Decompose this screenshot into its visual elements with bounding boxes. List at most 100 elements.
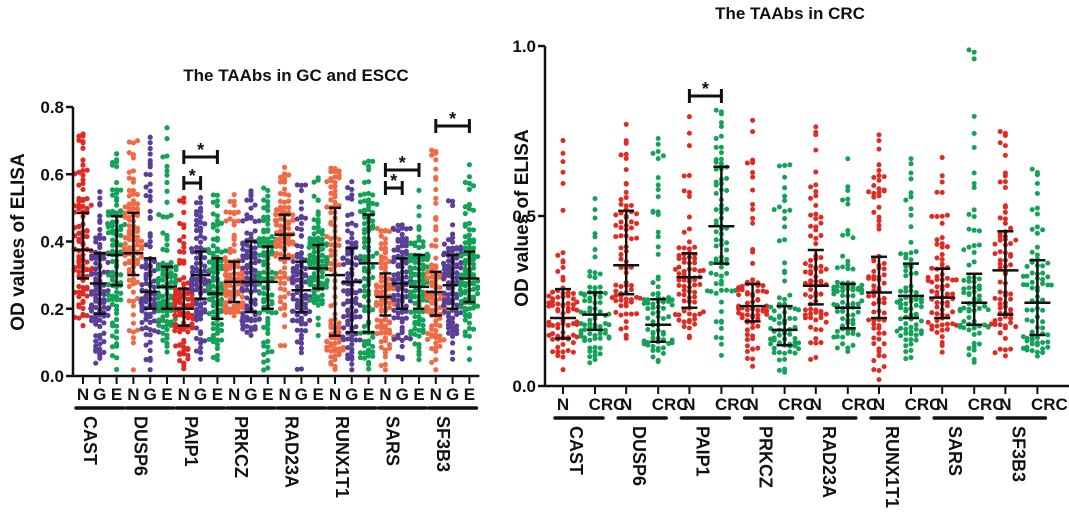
data-point — [147, 215, 153, 222]
data-point — [164, 188, 170, 194]
data-point — [80, 203, 86, 210]
data-point — [143, 325, 149, 331]
data-point — [134, 234, 141, 240]
data-point — [164, 232, 170, 239]
data-point — [850, 287, 856, 293]
data-point — [139, 244, 145, 250]
data-point — [776, 367, 782, 373]
data-point — [214, 203, 220, 209]
data-point — [323, 254, 329, 261]
data-point — [273, 222, 279, 228]
data-point — [768, 326, 774, 332]
data-point — [160, 270, 166, 277]
data-point — [560, 169, 566, 175]
data-point — [578, 321, 584, 327]
data-point — [997, 261, 1003, 267]
data-point — [420, 317, 426, 323]
data-point — [433, 200, 439, 206]
data-point — [845, 286, 851, 292]
data-point — [570, 349, 576, 355]
data-point — [130, 289, 136, 295]
data-point — [618, 297, 624, 303]
data-point — [939, 307, 945, 313]
data-point — [420, 243, 426, 249]
data-point — [555, 344, 561, 350]
data-point — [1002, 290, 1008, 296]
category-label: DUSP6 — [130, 416, 150, 476]
data-point — [555, 353, 561, 359]
data-point — [776, 295, 782, 301]
data-point — [655, 309, 661, 315]
data-point — [782, 350, 788, 356]
data-point — [939, 271, 945, 277]
y-tick-label: 0.4 — [40, 233, 64, 252]
significance-label: * — [449, 109, 456, 129]
data-point — [623, 300, 629, 306]
data-point — [961, 286, 967, 292]
data-point — [319, 292, 325, 298]
data-point — [160, 154, 166, 160]
data-point — [871, 274, 877, 280]
data-point — [173, 290, 179, 296]
data-point — [160, 314, 166, 320]
data-point — [718, 223, 724, 229]
data-point — [750, 299, 756, 305]
data-point — [370, 343, 376, 350]
data-point — [692, 277, 698, 283]
data-point — [109, 228, 116, 234]
data-point — [782, 366, 788, 372]
data-point — [361, 179, 368, 186]
data-point — [840, 326, 846, 332]
data-point — [560, 367, 566, 373]
x-subgroup-label: N — [329, 385, 341, 404]
data-point — [655, 290, 661, 296]
data-point — [261, 359, 267, 365]
data-point — [349, 235, 355, 241]
data-point — [744, 279, 750, 285]
data-point — [560, 207, 566, 213]
data-point — [235, 271, 241, 277]
data-point — [470, 227, 477, 233]
data-point — [109, 192, 116, 198]
data-point — [273, 243, 279, 249]
data-point — [168, 279, 174, 285]
data-point — [876, 222, 882, 228]
data-point — [93, 343, 99, 349]
data-point — [845, 330, 851, 336]
x-subgroup-label: N — [873, 395, 885, 414]
data-point — [718, 181, 724, 187]
data-point — [164, 125, 170, 131]
data-point — [898, 297, 904, 303]
data-point — [458, 265, 464, 271]
data-point — [214, 330, 220, 336]
data-point — [813, 182, 819, 188]
data-point — [713, 166, 719, 172]
data-point — [210, 326, 216, 332]
data-point — [676, 245, 682, 251]
data-point — [1040, 297, 1046, 303]
data-point — [1008, 291, 1014, 297]
data-point — [214, 198, 220, 204]
data-point — [881, 295, 887, 301]
data-point — [290, 292, 296, 298]
data-point — [277, 198, 284, 204]
data-point — [834, 334, 840, 340]
data-point — [934, 318, 940, 324]
data-point — [294, 225, 300, 232]
data-point — [277, 239, 284, 246]
data-point — [84, 167, 90, 173]
data-point — [587, 345, 593, 351]
data-point — [796, 346, 802, 352]
data-point — [181, 244, 187, 250]
data-point — [750, 174, 756, 180]
data-point — [122, 260, 128, 267]
data-point — [939, 315, 945, 321]
data-point — [214, 192, 220, 198]
data-point — [587, 273, 593, 279]
data-point — [265, 357, 271, 364]
data-point — [713, 157, 719, 163]
data-point — [345, 275, 351, 281]
data-point — [101, 349, 107, 355]
data-point — [744, 337, 750, 343]
data-point — [813, 227, 819, 233]
